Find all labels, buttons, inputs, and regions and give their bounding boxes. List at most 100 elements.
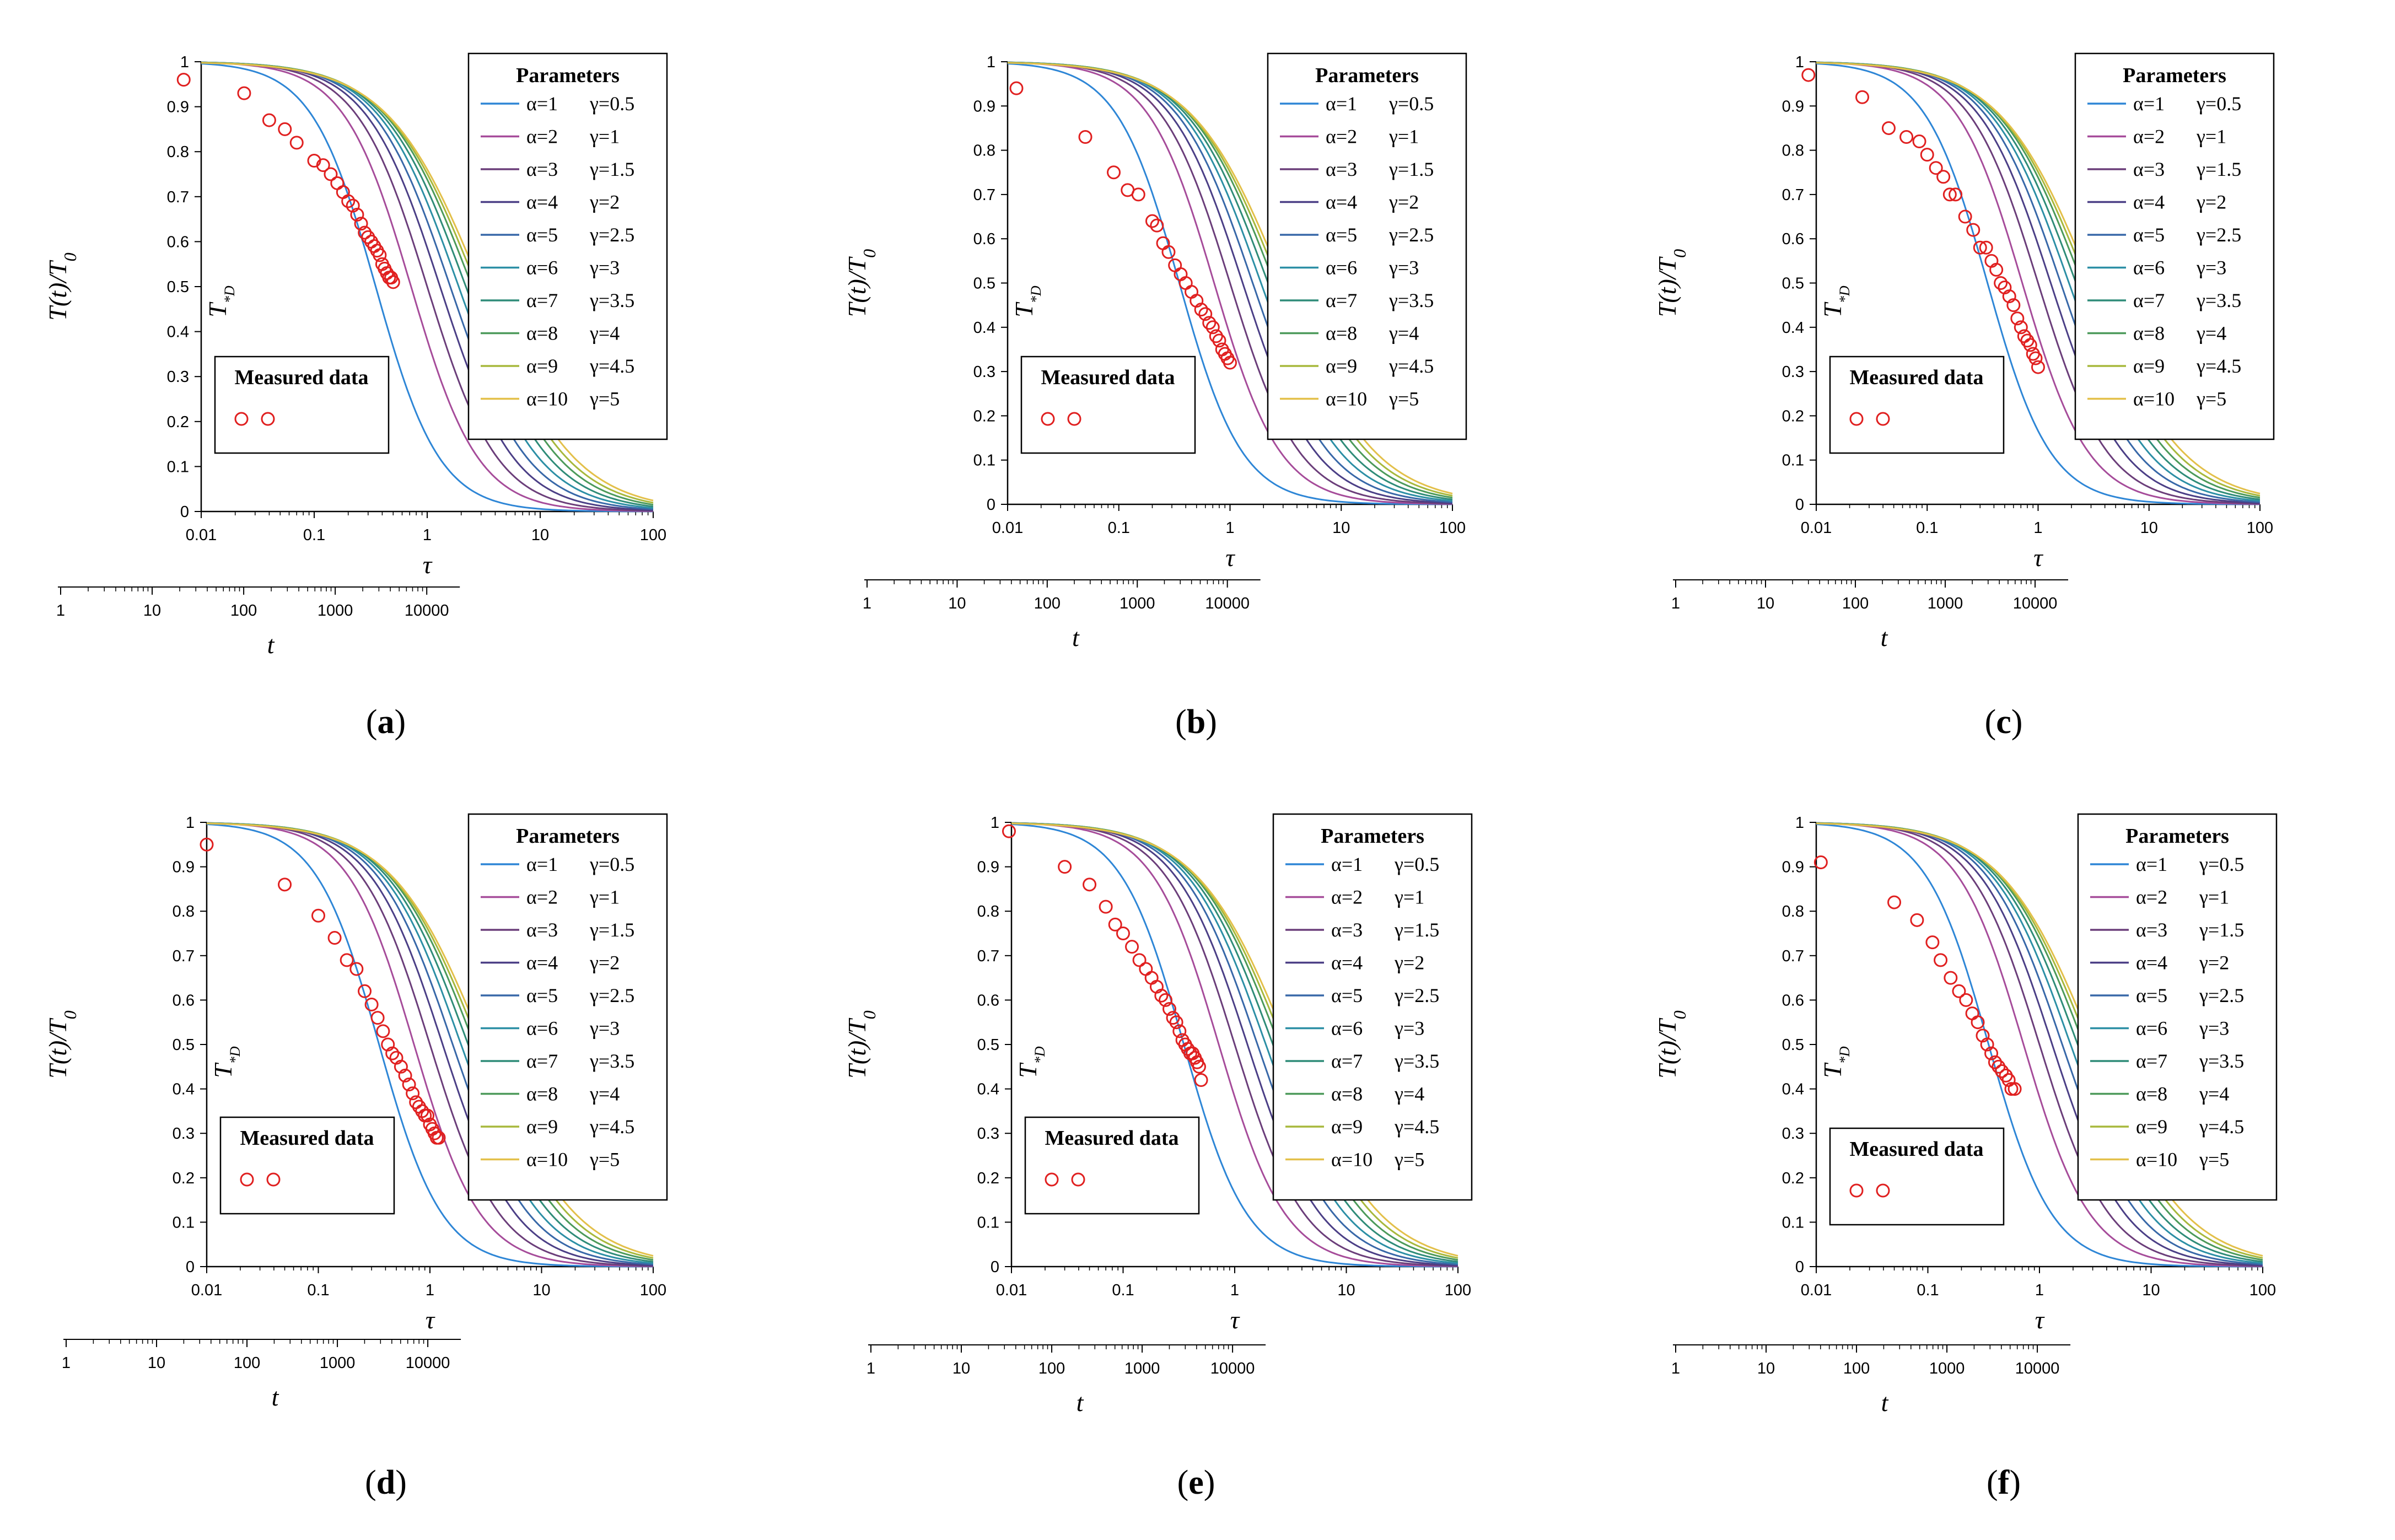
measured-point bbox=[330, 176, 345, 190]
t-tick-label: 10000 bbox=[406, 1354, 450, 1372]
x-tick-label: 100 bbox=[2249, 1281, 2276, 1299]
legend-alpha-8: α=8 bbox=[526, 1083, 558, 1105]
caption-close: ) bbox=[395, 703, 406, 741]
measured-point bbox=[1154, 988, 1169, 1003]
y-tick-label: 0.8 bbox=[1782, 142, 1804, 160]
t-tick-label: 10 bbox=[1757, 1360, 1775, 1377]
y-tick-label: 0.2 bbox=[973, 407, 995, 425]
legend-gamma-6: γ=3 bbox=[589, 257, 620, 279]
legend-alpha-3: α=3 bbox=[1326, 158, 1357, 180]
t-tick-label: 10000 bbox=[2015, 1360, 2060, 1377]
measured-point bbox=[1929, 161, 1943, 175]
x-tick-label: 100 bbox=[1445, 1281, 1471, 1299]
legend-alpha-2: α=2 bbox=[2133, 126, 2165, 148]
y-tick-label: 0.5 bbox=[173, 1036, 195, 1054]
legend-gamma-2: γ=1 bbox=[2199, 886, 2229, 908]
caption-open: ( bbox=[366, 703, 378, 741]
y-tick-label: 0 bbox=[180, 503, 189, 521]
y-axis-title-sub: 0 bbox=[1670, 249, 1689, 258]
t-tick-label: 1 bbox=[866, 1360, 875, 1377]
series-line-2 bbox=[1011, 822, 1458, 1267]
y-tick-label: 0.5 bbox=[973, 275, 995, 293]
measured-point bbox=[349, 962, 364, 976]
measured-point bbox=[1988, 1055, 2002, 1069]
measured-point bbox=[1172, 1024, 1187, 1038]
legend-alpha-7: α=7 bbox=[1326, 289, 1357, 311]
t-tick-label: 10000 bbox=[405, 602, 449, 620]
y-tick-label: 0.6 bbox=[1782, 230, 1804, 248]
y-tick-label: 0 bbox=[991, 1258, 999, 1276]
legend-gamma-3: γ=1.5 bbox=[589, 158, 634, 180]
y-tick-label: 0.1 bbox=[167, 458, 189, 476]
x-tick-label: 10 bbox=[531, 526, 549, 544]
y-tick-label: 0.9 bbox=[977, 859, 999, 876]
x-axis-title: τ bbox=[1225, 543, 1235, 572]
series-line-2 bbox=[1816, 822, 2263, 1267]
measured-point bbox=[1801, 68, 1816, 82]
legend-alpha-8: α=8 bbox=[1326, 322, 1357, 344]
measured-point bbox=[385, 1046, 400, 1060]
measured-point bbox=[1949, 187, 1963, 202]
inner-y-axis-title: T*D bbox=[209, 1046, 243, 1078]
legend-gamma-4: γ=2 bbox=[2196, 191, 2226, 213]
measured-point bbox=[1952, 984, 1966, 998]
y-tick-label: 0.4 bbox=[1782, 1081, 1804, 1099]
inner-y-axis-title: T*D bbox=[1818, 286, 1853, 317]
measured-point bbox=[386, 275, 400, 289]
legend-gamma-7: γ=3.5 bbox=[2199, 1050, 2244, 1072]
chart-panel-6: 00.10.20.30.40.50.60.70.80.910.01 0.1 1 10 1… bbox=[1653, 813, 2278, 1501]
legend-gamma-5: γ=2.5 bbox=[589, 224, 634, 246]
panel-caption: (b) bbox=[1175, 703, 1217, 741]
legend-gamma-10: γ=5 bbox=[589, 388, 620, 410]
measured-point bbox=[1108, 917, 1122, 931]
measured-point bbox=[1934, 953, 1948, 967]
legend-gamma-10: γ=5 bbox=[2196, 388, 2226, 410]
y-tick-label: 0.2 bbox=[167, 413, 189, 431]
measured-point bbox=[1912, 134, 1926, 149]
measured-point bbox=[364, 997, 379, 1011]
measured-point bbox=[406, 1086, 420, 1101]
legend-alpha-1: α=1 bbox=[1326, 93, 1357, 115]
legend-gamma-10: γ=5 bbox=[2199, 1149, 2229, 1171]
caption-letter: d bbox=[376, 1464, 395, 1501]
legend-alpha-8: α=8 bbox=[2133, 322, 2165, 344]
measured-legend-marker bbox=[1849, 1183, 1864, 1198]
caption-close: ) bbox=[1205, 703, 1217, 741]
x-tick-label: 100 bbox=[1439, 519, 1466, 537]
measured-point bbox=[311, 908, 325, 923]
legend-gamma-5: γ=2.5 bbox=[2196, 224, 2241, 246]
y-tick-label: 0.3 bbox=[1782, 1125, 1804, 1143]
measured-legend-box bbox=[214, 356, 390, 454]
measured-legend-marker bbox=[1876, 1183, 1890, 1198]
series-line-1 bbox=[1007, 62, 1452, 505]
y-tick-label: 0.9 bbox=[173, 859, 195, 876]
measured-point bbox=[1161, 245, 1176, 259]
y-tick-label: 0.1 bbox=[977, 1214, 999, 1231]
measured-point bbox=[1132, 953, 1147, 967]
x-tick-label: 10 bbox=[532, 1281, 550, 1299]
legend-gamma-7: γ=3.5 bbox=[2196, 289, 2241, 311]
legend-gamma-8: γ=4 bbox=[1388, 322, 1419, 344]
x-axis-title: τ bbox=[423, 551, 433, 579]
legend-box bbox=[1272, 813, 1473, 1201]
series-line-1 bbox=[201, 62, 653, 513]
x-axis-title: τ bbox=[2035, 1306, 2045, 1334]
y-tick-label: 0.6 bbox=[1782, 992, 1804, 1009]
y-tick-label: 0.9 bbox=[973, 98, 995, 115]
legend-gamma-4: γ=2 bbox=[2199, 952, 2229, 974]
legend-gamma-5: γ=2.5 bbox=[1394, 984, 1439, 1006]
y-tick-label: 0.7 bbox=[173, 947, 195, 965]
measured-point bbox=[1995, 1064, 2009, 1078]
x-tick-label: 10 bbox=[2140, 519, 2158, 537]
legend-alpha-3: α=3 bbox=[1331, 919, 1363, 941]
legend-gamma-3: γ=1.5 bbox=[589, 919, 634, 941]
measured-legend-marker bbox=[1071, 1172, 1085, 1187]
y-tick-label: 0.3 bbox=[167, 368, 189, 386]
legend-gamma-6: γ=3 bbox=[1394, 1017, 1424, 1040]
t-tick-label: 1 bbox=[1671, 595, 1680, 612]
measured-point bbox=[2010, 311, 2025, 326]
t-axis-title: t bbox=[1881, 1388, 1889, 1417]
t-tick-label: 100 bbox=[1842, 595, 1869, 612]
y-tick-label: 0.6 bbox=[173, 992, 195, 1009]
measured-point bbox=[1855, 90, 1870, 104]
